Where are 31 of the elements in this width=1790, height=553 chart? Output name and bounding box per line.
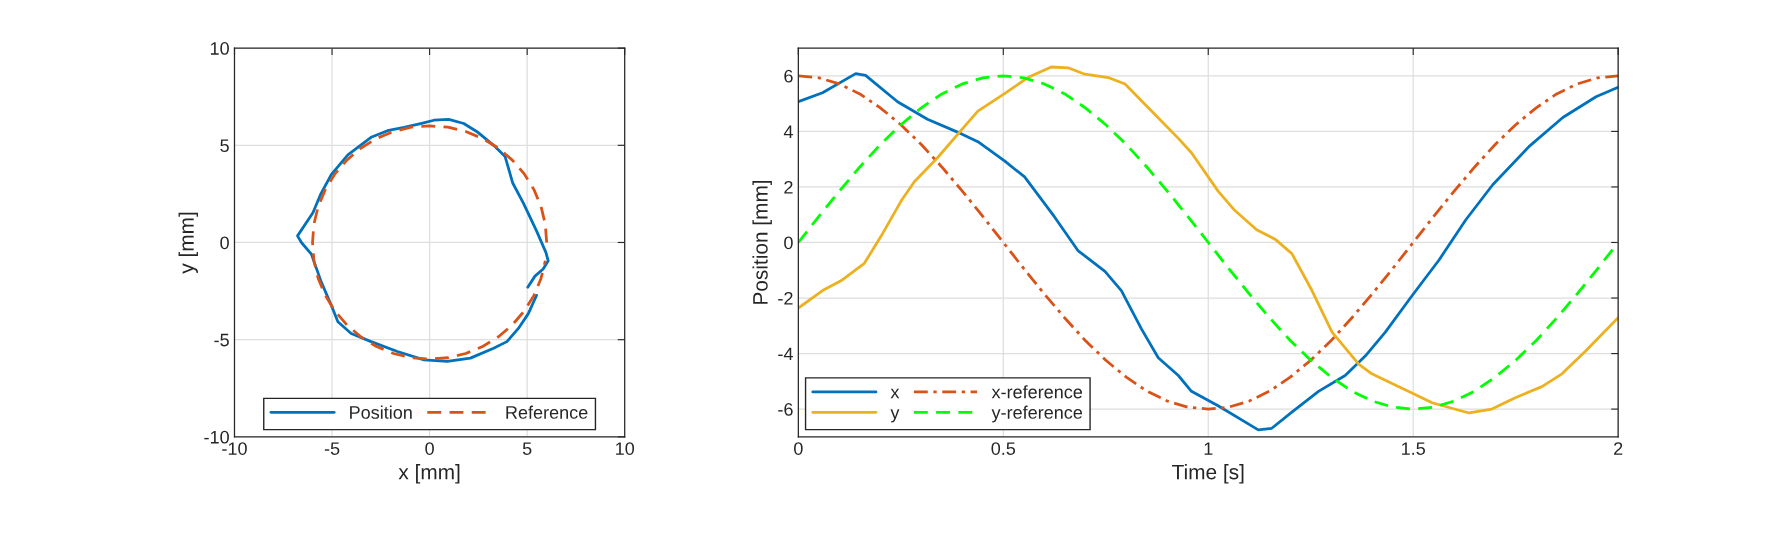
x-axis-title: Time [s]	[1172, 464, 1244, 484]
legend-label: y	[890, 409, 900, 423]
x-tick-label: 10	[616, 442, 635, 455]
y-tick-label: 0	[220, 236, 229, 250]
y-tick-label: 4	[783, 125, 793, 138]
y-tick-label: -6	[778, 403, 793, 416]
x-tick-label: -5	[324, 442, 340, 455]
x-tick-label: 1	[1204, 442, 1213, 455]
x-tick-label: 0.5	[991, 442, 1016, 455]
legend-label: Reference	[506, 405, 588, 419]
y-tick-label: 10	[210, 42, 229, 55]
x-tick-label: 2	[1614, 442, 1623, 455]
y-tick-label: -4	[778, 347, 793, 361]
legend-label: Position	[350, 405, 412, 419]
legend-label: x	[890, 388, 900, 399]
y-tick-label: 5	[220, 139, 229, 153]
y-axis-title: Position [mm]	[752, 180, 772, 304]
y-tick-label: 2	[784, 180, 793, 194]
x-tick-label: 1.5	[1402, 442, 1425, 455]
y-tick-label: -5	[214, 333, 229, 347]
legend-label: y-reference	[991, 405, 1083, 423]
x-tick-label: 0	[794, 442, 803, 455]
y-tick-label: -10	[204, 430, 229, 444]
y-axis-title: y [mm]	[178, 212, 198, 274]
x-axis-title: x [mm]	[398, 464, 460, 484]
y-tick-label: 6	[784, 69, 793, 83]
legend-label: x-reference	[991, 385, 1083, 399]
y-tick-label: -2	[778, 291, 793, 305]
y-tick-label: 0	[784, 236, 793, 250]
x-tick-label: 0	[425, 442, 434, 455]
x-tick-label: 5	[522, 442, 532, 455]
